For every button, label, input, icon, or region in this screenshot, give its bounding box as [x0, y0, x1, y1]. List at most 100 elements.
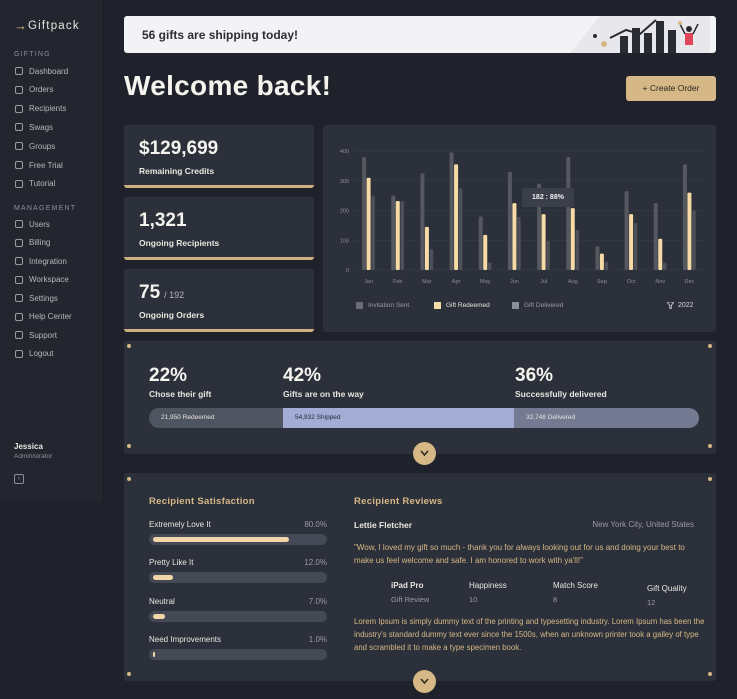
- sidebar-item-label: Integration: [29, 256, 67, 266]
- sidebar-item-users[interactable]: Users: [14, 219, 50, 229]
- satisfaction-bar: [149, 610, 327, 622]
- recipients-icon: [15, 104, 23, 113]
- corner-dot: [708, 672, 712, 676]
- bar-gift-delivered: [546, 240, 550, 270]
- sidebar-item-integration[interactable]: Integration: [14, 256, 67, 266]
- workspace-icon: [15, 275, 23, 284]
- sidebar-item-support[interactable]: Support: [14, 330, 57, 340]
- legend-item[interactable]: Invitation Sent: [356, 302, 409, 309]
- happiness-label: Happiness: [469, 581, 507, 590]
- reviewer-name: Lettie Fletcher: [354, 520, 413, 530]
- review-body: Lorem Ipsum is simply dummy text of the …: [354, 617, 705, 652]
- user-name[interactable]: Jessica: [14, 442, 43, 451]
- sidebar-item-label: Swags: [29, 122, 54, 132]
- shipped-label: Gifts are on the way: [283, 389, 364, 399]
- corner-dot: [708, 344, 712, 348]
- recipients-label: Ongoing Recipients: [139, 238, 220, 248]
- bar-invitation-sent: [391, 195, 396, 270]
- create-order-button[interactable]: + Create Order: [626, 76, 716, 101]
- delivered-label: Successfully delivered: [515, 389, 607, 399]
- filter-icon: [667, 302, 674, 309]
- sidebar-item-workspace[interactable]: Workspace: [14, 275, 69, 285]
- bar-gift-redeemed: [483, 234, 488, 270]
- sidebar-item-label: Workspace: [29, 275, 69, 284]
- sidebar-item-orders[interactable]: Orders: [14, 85, 53, 95]
- review-quote: "Wow, I loved my gift so much - thank yo…: [354, 543, 685, 565]
- sidebar-item-dashboard[interactable]: Dashboard: [14, 66, 68, 76]
- satisfaction-bar: [149, 648, 327, 660]
- giftpack-logo-icon: →: [14, 18, 27, 33]
- orders-card: 75/ 192 Ongoing Orders: [124, 269, 314, 332]
- help-center-icon: [15, 312, 23, 321]
- shipped-percent: 42%: [283, 365, 322, 386]
- sidebar-item-label: Support: [29, 330, 58, 340]
- bar-invitation-sent: [420, 173, 425, 270]
- y-tick-label: 100: [340, 238, 349, 244]
- gift-quality-label: Gift Quality: [647, 584, 687, 593]
- legend-swatch: [356, 302, 363, 309]
- brand-logo[interactable]: → Giftpack: [14, 18, 80, 33]
- x-tick-label: Dec: [685, 279, 695, 285]
- orders-value: 75/ 192: [139, 282, 184, 304]
- corner-dot: [708, 444, 712, 448]
- collapse-sidebar-icon[interactable]: ‹: [14, 474, 24, 484]
- redeemed-label: Chose their gift: [149, 389, 212, 399]
- satisfaction-percent: 12.0%: [304, 558, 327, 568]
- legend-label: Gift Delivered: [524, 302, 564, 309]
- y-tick-label: 300: [340, 179, 349, 185]
- sidebar-item-billing[interactable]: Billing: [14, 238, 50, 248]
- delivery-progress-bar: 21,950 Redeemed 54,932 Shipped 32,748 De…: [149, 408, 699, 428]
- x-tick-label: Aug: [568, 279, 578, 285]
- shipping-banner: 56 gifts are shipping today!: [124, 16, 716, 53]
- orders-label: Ongoing Orders: [139, 310, 205, 320]
- legend-swatch: [434, 302, 441, 309]
- corner-dot: [127, 672, 131, 676]
- settings-icon: [15, 294, 23, 302]
- y-tick-label: 400: [340, 149, 349, 155]
- sidebar-item-swags[interactable]: Swags: [14, 122, 53, 132]
- match-score-value: 8: [553, 595, 558, 604]
- sidebar-item-tutorial[interactable]: Tutorial: [14, 179, 55, 189]
- bar-gift-delivered: [429, 249, 434, 270]
- bar-gift-delivered: [400, 200, 404, 270]
- bar-gift-redeemed: [629, 214, 634, 270]
- bar-gift-redeemed: [658, 238, 663, 270]
- sidebar-item-logout[interactable]: Logout: [14, 349, 53, 359]
- logout-icon: [15, 349, 23, 358]
- orders-total: / 192: [164, 290, 185, 300]
- delivery-progress-panel: [124, 341, 716, 454]
- support-icon: [15, 331, 23, 339]
- shipped-segment: 54,932 Shipped: [283, 408, 514, 428]
- redeemed-segment: 21,950 Redeemed: [149, 408, 283, 428]
- year-filter[interactable]: 2022: [667, 302, 694, 309]
- legend-swatch: [512, 302, 519, 309]
- sidebar-item-recipients[interactable]: Recipients: [14, 104, 66, 114]
- bar-gift-redeemed: [599, 253, 604, 270]
- sidebar-item-help-center[interactable]: Help Center: [14, 312, 72, 322]
- bar-gift-delivered: [575, 229, 579, 270]
- delivered-segment: 32,748 Delivered: [514, 408, 699, 428]
- banner-text: 56 gifts are shipping today!: [142, 28, 299, 42]
- swags-icon: [15, 123, 23, 132]
- sidebar-item-settings[interactable]: Settings: [14, 293, 58, 303]
- chart-tooltip: 182 : 88%: [522, 188, 574, 207]
- sidebar-item-groups[interactable]: Groups: [14, 141, 55, 151]
- satisfaction-bar-fill: [153, 575, 173, 581]
- sidebar-item-free-trial[interactable]: Free Trial: [14, 160, 63, 170]
- free-trial-icon: [15, 161, 23, 169]
- sidebar-item-label: Billing: [29, 238, 51, 247]
- expand-progress-button[interactable]: [413, 442, 436, 465]
- year-filter-label: 2022: [678, 302, 694, 309]
- bar-invitation-sent: [362, 156, 367, 270]
- bar-gift-delivered: [458, 188, 463, 270]
- user-role: Administrator: [14, 453, 53, 460]
- x-tick-label: May: [480, 279, 491, 285]
- legend-item[interactable]: Gift Delivered: [512, 302, 563, 309]
- expand-feedback-button[interactable]: [413, 670, 436, 693]
- bar-gift-redeemed: [366, 177, 371, 270]
- bar-gift-redeemed: [570, 208, 575, 270]
- bar-gift-delivered: [633, 222, 638, 270]
- banner-illustration: [570, 16, 710, 53]
- bar-invitation-sent: [653, 203, 658, 270]
- legend-item[interactable]: Gift Redeemed: [434, 302, 490, 309]
